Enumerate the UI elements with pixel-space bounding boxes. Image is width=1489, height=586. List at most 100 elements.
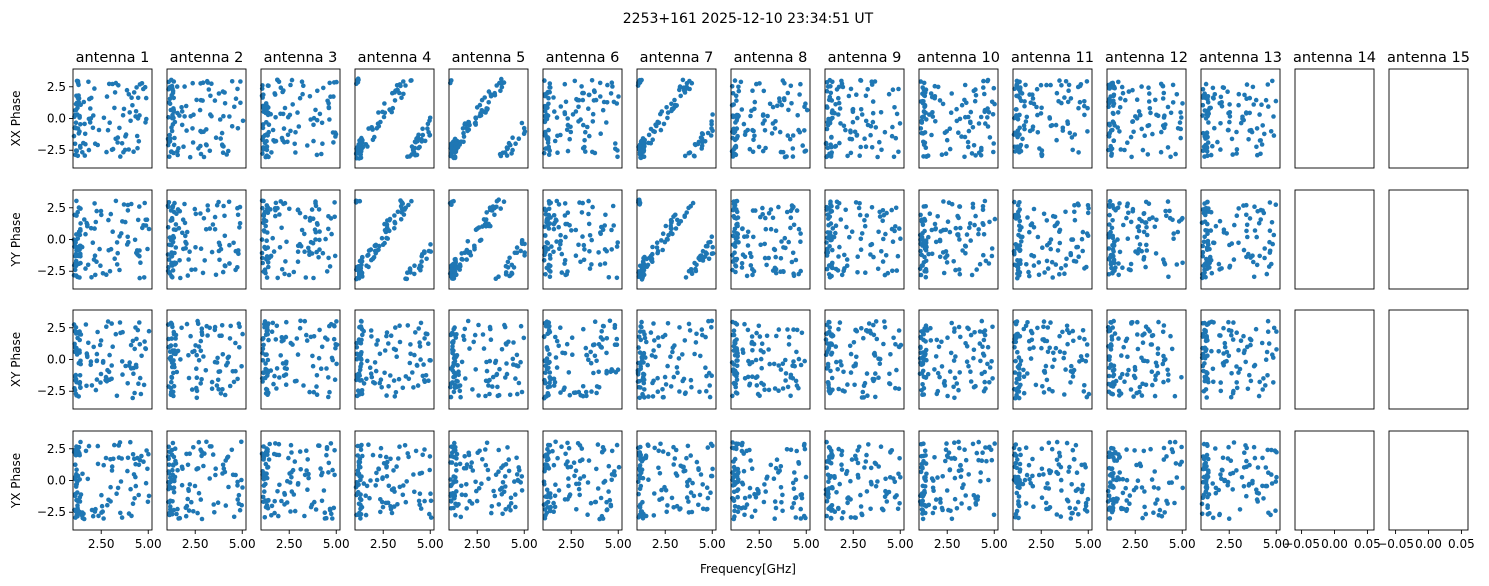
phase-point xyxy=(609,227,614,233)
phase-point xyxy=(730,114,736,120)
phase-point xyxy=(919,118,925,123)
phase-point xyxy=(176,225,182,231)
phase-point xyxy=(182,84,187,89)
phase-point xyxy=(260,472,265,478)
phase-point xyxy=(131,149,136,154)
phase-point xyxy=(963,493,968,498)
phase-point xyxy=(1018,261,1023,267)
phase-point xyxy=(773,228,779,233)
phase-point xyxy=(707,383,712,388)
phase-point xyxy=(848,86,854,92)
phase-point xyxy=(802,104,807,110)
phase-point xyxy=(674,503,680,509)
phase-point xyxy=(333,134,338,139)
phase-point xyxy=(734,322,740,327)
phase-point xyxy=(982,109,987,115)
phase-point xyxy=(565,221,570,227)
phase-point xyxy=(763,145,768,151)
phase-point xyxy=(263,375,268,381)
phase-point xyxy=(848,478,853,484)
phase-point xyxy=(1036,272,1042,278)
phase-point xyxy=(466,119,471,125)
phase-point xyxy=(731,496,736,502)
phase-point xyxy=(878,110,884,115)
phase-point xyxy=(449,78,454,83)
phase-point xyxy=(1022,477,1028,483)
phase-point xyxy=(587,249,592,254)
phase-point xyxy=(219,130,225,136)
phase-point xyxy=(101,115,107,121)
phase-point xyxy=(858,144,863,150)
phase-point xyxy=(831,234,837,240)
phase-point xyxy=(464,462,470,467)
phase-point xyxy=(454,353,460,358)
phase-point xyxy=(191,445,196,450)
phase-point xyxy=(83,322,89,327)
phase-point xyxy=(954,381,960,386)
phase-point xyxy=(731,459,736,464)
phase-point xyxy=(167,449,172,455)
phase-point xyxy=(117,440,123,445)
phase-point xyxy=(703,365,708,371)
phase-point xyxy=(194,375,200,381)
phase-point xyxy=(651,513,657,518)
phase-point xyxy=(923,323,929,329)
phase-point xyxy=(420,373,426,379)
phase-point xyxy=(773,505,779,511)
phase-point xyxy=(78,221,83,226)
phase-point xyxy=(840,388,846,393)
phase-point xyxy=(932,505,938,511)
phase-point xyxy=(959,467,964,473)
phase-point xyxy=(796,385,801,391)
phase-point xyxy=(400,385,406,391)
phase-point xyxy=(782,80,787,86)
phase-point xyxy=(512,479,517,484)
phase-point xyxy=(76,444,82,450)
phase-point xyxy=(553,334,558,340)
phase-point xyxy=(304,338,310,343)
phase-point xyxy=(171,235,177,241)
phase-point xyxy=(452,385,458,391)
phase-point xyxy=(573,227,579,233)
phase-point xyxy=(193,343,198,348)
phase-point xyxy=(143,120,148,125)
phase-point xyxy=(971,347,977,353)
phase-point xyxy=(698,472,704,477)
phase-point xyxy=(166,79,171,85)
phase-point xyxy=(224,152,229,157)
phase-point xyxy=(264,238,270,243)
phase-point xyxy=(790,133,796,138)
phase-point xyxy=(668,217,674,223)
phase-point xyxy=(733,269,738,275)
phase-point xyxy=(1062,271,1067,277)
phase-point xyxy=(488,326,493,332)
phase-point xyxy=(920,368,926,374)
phase-point xyxy=(894,367,899,373)
phase-point xyxy=(1066,82,1072,88)
phase-point xyxy=(1021,123,1027,128)
phase-point xyxy=(274,386,279,391)
phase-point xyxy=(942,383,948,388)
phase-point xyxy=(1051,350,1056,356)
antenna-title: antenna 11 xyxy=(1011,50,1094,66)
phase-point xyxy=(676,356,682,361)
phase-point xyxy=(359,474,364,479)
phase-point xyxy=(923,478,928,483)
phase-point xyxy=(212,214,218,220)
phase-point xyxy=(586,106,591,111)
phase-point xyxy=(88,106,93,111)
phase-point xyxy=(709,234,715,239)
phase-point xyxy=(586,458,592,463)
phase-point xyxy=(863,93,869,99)
phase-point xyxy=(1034,104,1039,110)
phase-point xyxy=(749,466,755,472)
phase-point xyxy=(238,79,243,84)
antenna-title: antenna 5 xyxy=(452,50,526,66)
panel xyxy=(447,189,529,290)
x-tick-label: 5.00 xyxy=(793,537,820,551)
phase-point xyxy=(166,138,171,143)
phase-point xyxy=(757,334,763,339)
panel-grid: antenna 12.50.0−2.5XX Phase2.50.0−2.5YY … xyxy=(9,50,1475,551)
phase-point xyxy=(655,119,660,125)
phase-point xyxy=(273,337,279,342)
